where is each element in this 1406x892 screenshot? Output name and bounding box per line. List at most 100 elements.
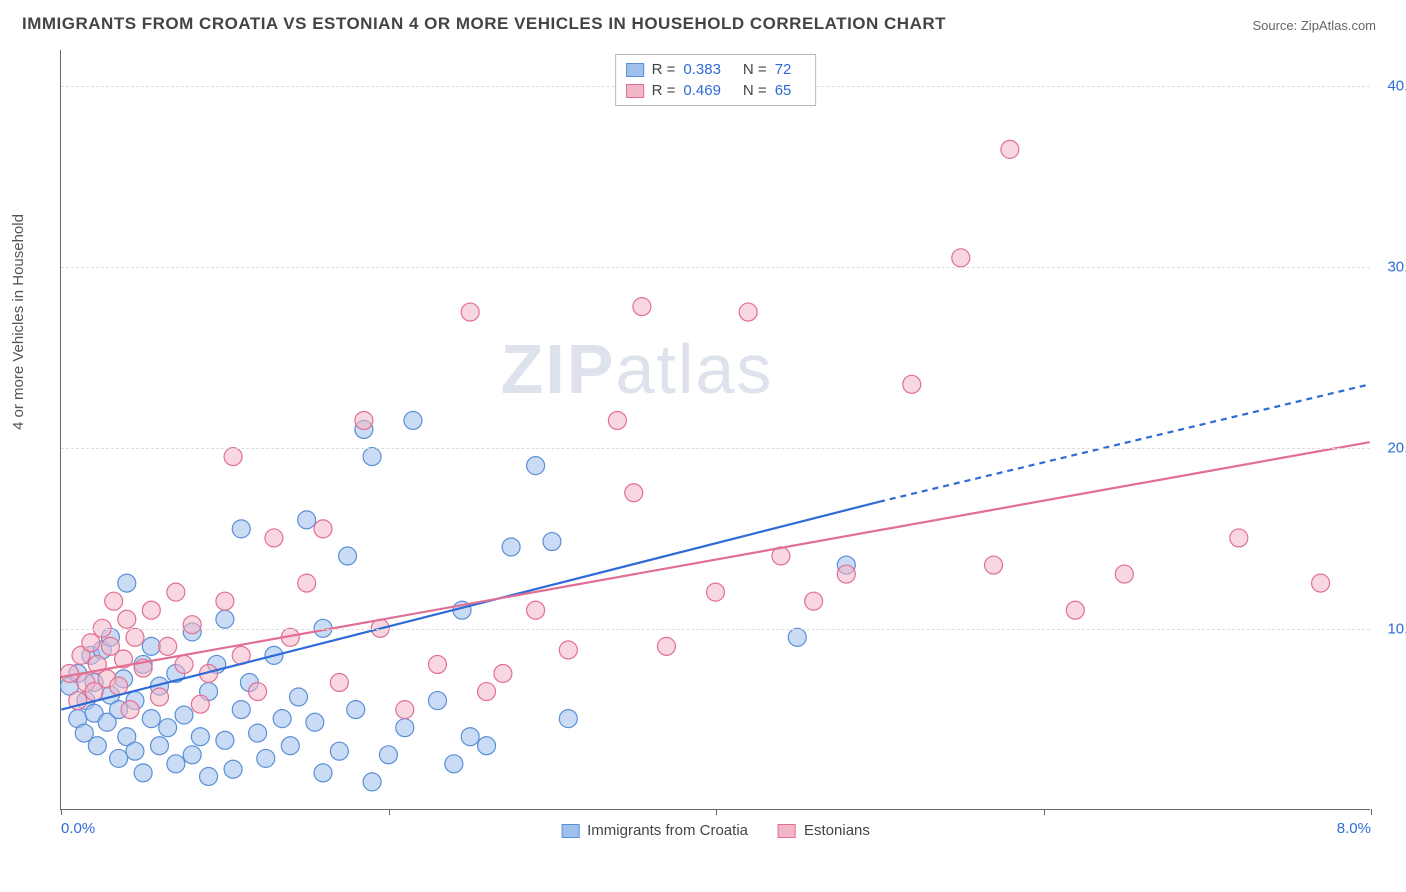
data-point bbox=[404, 411, 422, 429]
data-point bbox=[805, 592, 823, 610]
data-point bbox=[330, 674, 348, 692]
legend-row: R = 0.469 N = 65 bbox=[626, 80, 806, 101]
data-point bbox=[1066, 601, 1084, 619]
data-point bbox=[224, 760, 242, 778]
data-point bbox=[461, 728, 479, 746]
data-point bbox=[118, 574, 136, 592]
data-point bbox=[159, 719, 177, 737]
data-point bbox=[363, 448, 381, 466]
data-point bbox=[183, 746, 201, 764]
data-point bbox=[105, 592, 123, 610]
x-tick-mark bbox=[716, 809, 717, 815]
legend-label: Estonians bbox=[804, 822, 870, 839]
data-point bbox=[339, 547, 357, 565]
legend-swatch-estonians bbox=[778, 824, 796, 838]
source-attribution: Source: ZipAtlas.com bbox=[1252, 18, 1376, 33]
x-tick-label: 8.0% bbox=[1337, 820, 1371, 837]
data-point bbox=[379, 746, 397, 764]
data-point bbox=[175, 655, 193, 673]
data-point bbox=[429, 655, 447, 673]
data-point bbox=[543, 533, 561, 551]
data-point bbox=[1312, 574, 1330, 592]
legend-correlation: R = 0.383 N = 72 R = 0.469 N = 65 bbox=[615, 54, 817, 106]
data-point bbox=[232, 520, 250, 538]
x-tick-mark bbox=[61, 809, 62, 815]
y-tick-label: 10.0% bbox=[1375, 621, 1406, 638]
data-point bbox=[396, 719, 414, 737]
data-point bbox=[1230, 529, 1248, 547]
data-point bbox=[281, 737, 299, 755]
data-point bbox=[1115, 565, 1133, 583]
data-point bbox=[952, 249, 970, 267]
data-point bbox=[216, 592, 234, 610]
data-point bbox=[527, 601, 545, 619]
data-point bbox=[110, 749, 128, 767]
data-point bbox=[216, 731, 234, 749]
data-point bbox=[445, 755, 463, 773]
data-point bbox=[298, 574, 316, 592]
data-point bbox=[150, 688, 168, 706]
x-tick-mark bbox=[1371, 809, 1372, 815]
chart-svg bbox=[61, 50, 1370, 809]
legend-item: Immigrants from Croatia bbox=[561, 822, 748, 839]
data-point bbox=[739, 303, 757, 321]
data-point bbox=[265, 529, 283, 547]
data-point bbox=[150, 737, 168, 755]
data-point bbox=[502, 538, 520, 556]
data-point bbox=[175, 706, 193, 724]
data-point bbox=[559, 641, 577, 659]
data-point bbox=[363, 773, 381, 791]
data-point bbox=[608, 411, 626, 429]
x-tick-mark bbox=[389, 809, 390, 815]
legend-n-label: N = bbox=[743, 61, 767, 78]
data-point bbox=[142, 637, 160, 655]
data-point bbox=[167, 755, 185, 773]
data-point bbox=[330, 742, 348, 760]
legend-n-value-1: 65 bbox=[775, 82, 792, 99]
grid-line-h bbox=[61, 448, 1370, 449]
data-point bbox=[134, 764, 152, 782]
data-point bbox=[249, 683, 267, 701]
data-point bbox=[273, 710, 291, 728]
data-point bbox=[657, 637, 675, 655]
legend-n-value-0: 72 bbox=[775, 61, 792, 78]
data-point bbox=[527, 457, 545, 475]
y-tick-label: 30.0% bbox=[1375, 259, 1406, 276]
data-point bbox=[126, 628, 144, 646]
legend-r-value-1: 0.469 bbox=[683, 82, 721, 99]
data-point bbox=[216, 610, 234, 628]
legend-swatch-croatia bbox=[626, 63, 644, 77]
data-point bbox=[478, 737, 496, 755]
legend-n-label: N = bbox=[743, 82, 767, 99]
grid-line-h bbox=[61, 629, 1370, 630]
data-point bbox=[191, 695, 209, 713]
data-point bbox=[142, 710, 160, 728]
y-tick-label: 40.0% bbox=[1375, 78, 1406, 95]
data-point bbox=[625, 484, 643, 502]
legend-label: Immigrants from Croatia bbox=[587, 822, 748, 839]
legend-r-label: R = bbox=[652, 82, 676, 99]
data-point bbox=[478, 683, 496, 701]
data-point bbox=[396, 701, 414, 719]
data-point bbox=[121, 701, 139, 719]
legend-r-value-0: 0.383 bbox=[683, 61, 721, 78]
data-point bbox=[788, 628, 806, 646]
trend-line bbox=[61, 442, 1369, 677]
data-point bbox=[633, 298, 651, 316]
legend-swatch-estonians bbox=[626, 84, 644, 98]
data-point bbox=[82, 634, 100, 652]
data-point bbox=[837, 565, 855, 583]
legend-r-label: R = bbox=[652, 61, 676, 78]
y-tick-label: 20.0% bbox=[1375, 440, 1406, 457]
data-point bbox=[707, 583, 725, 601]
data-point bbox=[126, 742, 144, 760]
data-point bbox=[314, 520, 332, 538]
data-point bbox=[314, 764, 332, 782]
data-point bbox=[494, 664, 512, 682]
data-point bbox=[232, 701, 250, 719]
data-point bbox=[298, 511, 316, 529]
x-tick-label: 0.0% bbox=[61, 820, 95, 837]
data-point bbox=[1001, 140, 1019, 158]
data-point bbox=[88, 737, 106, 755]
trend-line-extrapolated bbox=[879, 384, 1370, 501]
